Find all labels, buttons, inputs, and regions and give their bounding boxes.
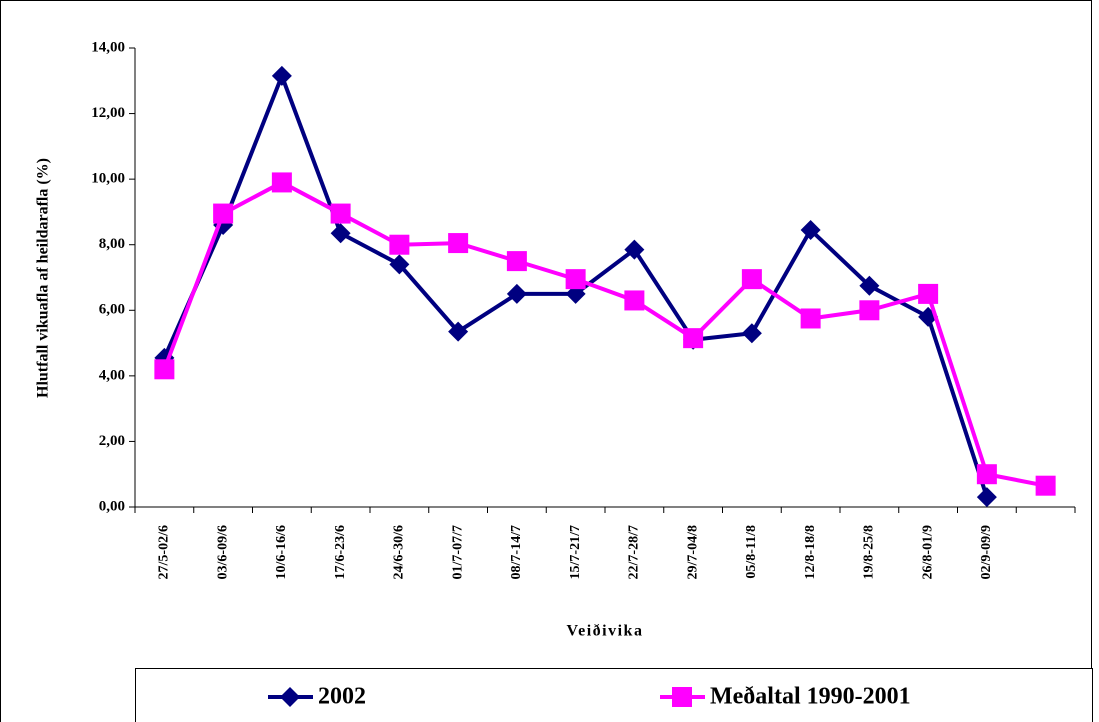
square-marker [976,464,997,485]
square-marker [683,328,704,349]
y-tick-label: 2,00 [99,433,125,449]
x-tick-label: 26/8-01/9 [920,525,935,579]
diamond-marker [271,65,292,86]
y-tick-label: 8,00 [99,236,125,252]
x-tick-label: 12/8-18/8 [803,525,818,579]
square-marker [448,233,469,254]
x-axis-title: Veiðivika [567,623,644,640]
series-line [162,180,1047,488]
diamond-marker [448,321,469,342]
diamond-marker [389,254,410,275]
square-marker [918,283,939,304]
x-tick-label: 03/6-09/6 [215,525,230,579]
y-tick-label: 4,00 [99,367,125,383]
x-tick-label: 29/7-04/8 [685,525,700,579]
legend-label: 2002 [318,684,366,710]
square-marker [154,359,175,380]
legend-marker [672,687,692,707]
x-tick-label: 27/5-02/6 [157,525,172,579]
x-tick-label: 02/9-09/9 [979,525,994,579]
diamond-marker [624,239,645,260]
diamond-marker [800,219,821,240]
square-marker [741,269,762,290]
y-tick-label: 6,00 [99,302,125,318]
legend-label: Meðaltal 1990-2001 [710,684,911,710]
x-tick-label: 10/6-16/6 [274,525,289,579]
x-tick-label: 15/7-21/7 [568,525,583,579]
square-marker [800,308,821,329]
x-tick-label: 08/7-14/7 [509,525,524,579]
diamond-marker [330,223,351,244]
square-marker [859,300,880,321]
square-marker [271,172,292,193]
y-tick-label: 10,00 [91,171,125,187]
y-tick-label: 14,00 [91,39,125,55]
square-marker [213,203,234,224]
diamond-marker [506,283,527,304]
y-tick-label: 0,00 [99,498,125,514]
square-marker [565,269,586,290]
x-tick-label: 01/7-07/7 [450,525,465,579]
square-marker [624,290,645,311]
legend-marker [280,687,300,707]
square-marker [330,203,351,224]
x-tick-label: 24/6-30/6 [392,525,407,579]
diamond-marker [859,275,880,296]
diamond-marker [741,323,762,344]
diamond-marker [976,487,997,508]
square-marker [1035,475,1056,496]
x-tick-label: 22/7-28/7 [627,525,642,579]
square-marker [389,234,410,255]
x-tick-label: 05/8-11/8 [744,525,759,579]
square-marker [506,251,527,272]
y-axis-title: Hlutfall vikuafla af heildarafla (%) [35,158,52,398]
y-tick-label: 12,00 [91,105,125,121]
x-tick-label: 19/8-25/8 [862,525,877,579]
x-tick-label: 17/6-23/6 [333,525,348,579]
